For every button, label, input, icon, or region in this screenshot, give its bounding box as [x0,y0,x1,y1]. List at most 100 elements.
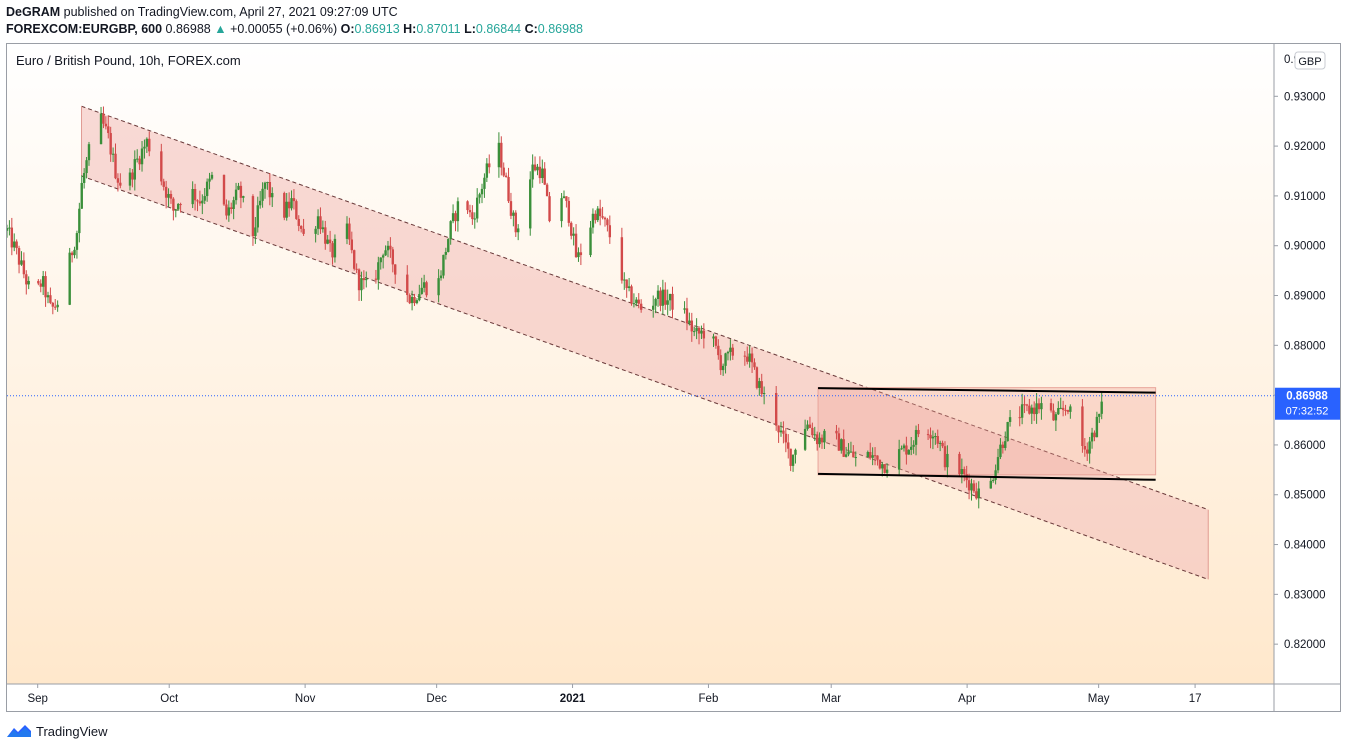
candle-body-down [570,222,573,236]
channel-lower-line [81,175,1209,580]
candle-body-up [1020,404,1024,418]
y-tick-label: 0.92000 [1284,141,1326,153]
candle-body-down [466,201,469,211]
candle-body-down [193,189,197,201]
x-tick-label: May [1088,693,1110,705]
candle-body-up [205,181,209,197]
candle-body-up [1054,414,1058,421]
candle-body-up [779,430,783,433]
candle-body-up [803,428,807,450]
candle-body-up [234,189,238,201]
candle-body-up [907,449,911,455]
low-label: L: [464,22,476,36]
candle-body-down [714,336,718,346]
candle-body-up [512,212,515,216]
candle-body-down [1001,444,1005,448]
candle-body-down [295,201,298,219]
low-value: 0.86844 [475,22,522,36]
price-tag-countdown: 07:32:52 [1286,406,1329,418]
candle-body-down [169,193,173,199]
candle-body-up [418,294,421,301]
y-tick-label: 0.90000 [1284,241,1326,253]
candle-body-up [683,308,686,310]
candle-body-up [360,278,363,291]
y-tick-label: 0.89000 [1284,291,1326,303]
candle-body-down [789,448,792,466]
candle-body-down [533,164,537,171]
candle-body-down [25,274,28,285]
candle-body-down [685,308,689,324]
candle-body-up [902,445,906,449]
candle-body-up [379,257,382,263]
candle-body-up [75,233,79,250]
currency-label: GBP [1298,56,1321,68]
candle-body-down [362,278,366,281]
candle-body-up [758,381,761,388]
candle-body-down [606,219,609,226]
candle-body-up [444,251,448,255]
candle-body-up [473,218,476,220]
candle-body-up [333,238,337,258]
tradingview-logo-icon[interactable] [6,724,32,738]
candle-body-down [357,269,361,291]
chart-frame[interactable]: 0.820000.830000.840000.850000.860000.870… [6,43,1341,712]
candle-body-down [148,138,151,152]
candle-body-up [485,163,489,178]
candle-body-down [504,175,508,178]
candle-body-down [972,483,976,492]
candle-body-up [46,295,50,298]
candle-body-up [266,182,269,184]
candle-body-up [531,164,534,180]
candle-body-up [261,188,264,201]
candle-body-up [989,480,992,489]
candle-body-up [762,393,766,395]
candle-body-up [174,209,177,211]
candle-body-down [917,429,920,435]
candle-body-up [724,353,727,366]
candle-body-up [912,444,915,447]
candle-body-down [784,433,788,443]
candle-body-down [1052,410,1055,421]
candle-body-down [44,276,47,298]
candle-body-up [536,166,539,171]
candle-body-up [20,260,23,265]
candle-body-up [1088,441,1091,454]
candle-body-down [196,200,199,202]
candle-body-down [350,239,354,251]
last-price: 0.86988 [165,22,211,36]
candle-body-down [406,274,409,296]
candle-body-down [1018,417,1021,419]
candle-body-down [664,289,667,305]
candle-body-up [623,279,626,281]
candle-body-up [345,223,349,239]
candle-body-up [437,278,440,296]
candle-body-down [811,427,814,436]
candle-body-down [958,453,961,475]
candle-body-up [145,138,149,147]
candle-body-down [782,430,785,434]
candle-body-down [975,491,978,499]
publisher-name[interactable]: DeGRAM [6,5,61,19]
price-chart[interactable]: 0.820000.830000.840000.850000.860000.870… [7,44,1340,711]
candle-body-up [140,148,144,165]
candle-body-up [316,216,320,229]
candle-body-down [690,320,693,332]
candle-body-up [143,146,146,149]
candle-body-down [394,264,397,275]
candle-body-up [560,198,563,222]
candle-body-up [729,347,732,352]
candle-body-down [292,198,296,202]
candle-body-down [579,252,583,256]
candle-body-up [1008,417,1012,423]
footer: TradingView [6,721,108,741]
candle-body-down [702,330,706,339]
footer-brand[interactable]: TradingView [36,723,108,739]
candle-body-up [326,239,329,244]
candle-body-down [538,166,542,179]
ohlc-header: FOREXCOM:EURGBP, 600 0.86988 ▲ +0.00055 … [6,22,583,36]
currency-badge[interactable]: GBP [1294,51,1326,70]
candle-body-down [697,328,701,334]
candle-body-up [263,182,267,189]
candle-body-down [104,123,108,127]
x-tick-label: Dec [426,693,447,705]
